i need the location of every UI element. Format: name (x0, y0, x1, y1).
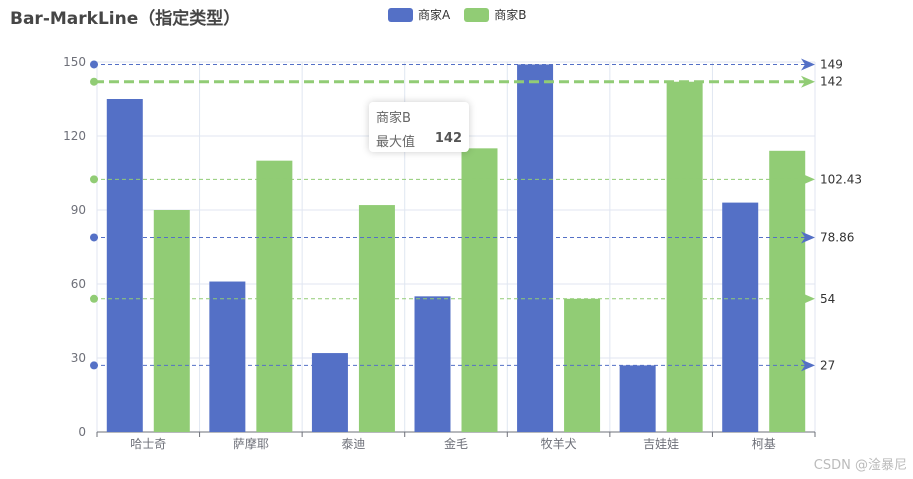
mark-line-label: 54 (820, 292, 835, 306)
bar-series-a[interactable] (414, 296, 451, 432)
x-tick-label: 哈士奇 (130, 437, 166, 451)
bar-series-a[interactable] (722, 202, 759, 432)
mark-line-arrow (801, 173, 815, 186)
mark-line-arrow (801, 231, 815, 244)
y-tick-label: 150 (63, 55, 86, 69)
tooltip-series-name: 商家B (376, 111, 411, 126)
legend-item-series-b[interactable]: 商家B (464, 6, 526, 23)
mark-line-label: 149 (820, 57, 843, 71)
bar-series-a[interactable] (517, 64, 554, 432)
watermark: CSDN @淦暴尼 (813, 458, 907, 473)
tooltip-value: 142 (434, 131, 462, 146)
tooltip: 商家B 最大值 142 (369, 102, 469, 152)
legend: 商家A 商家B (388, 6, 526, 23)
y-tick-label: 0 (78, 425, 86, 439)
bar-series-b[interactable] (256, 160, 293, 432)
mark-line-start-symbol (90, 294, 98, 303)
legend-swatch-series-a (388, 7, 413, 22)
mark-line-start-symbol (90, 175, 98, 184)
bar-series-b[interactable] (153, 210, 190, 432)
bar-series-b[interactable] (769, 150, 806, 433)
x-tick-label: 金毛 (444, 436, 468, 451)
legend-item-series-a[interactable]: 商家A (388, 6, 450, 23)
mark-line-label: 27 (820, 358, 835, 372)
chart-title: Bar-MarkLine（指定类型） (10, 9, 241, 29)
mark-line-label: 102.43 (820, 172, 862, 186)
bar-series-a[interactable] (619, 365, 656, 432)
mark-line-start-symbol (90, 60, 98, 69)
x-tick-label: 牧羊犬 (541, 436, 577, 451)
bar-series-a[interactable] (311, 353, 348, 432)
mark-line-start-symbol (90, 361, 98, 370)
bar-series-b[interactable] (666, 81, 703, 432)
y-tick-label: 90 (71, 203, 86, 217)
mark-line-start-symbol (90, 233, 98, 242)
y-tick-label: 60 (71, 277, 86, 291)
mark-line-arrow (801, 75, 815, 88)
mark-line-label: 78.86 (820, 230, 854, 244)
x-tick-label: 萨摩耶 (233, 436, 269, 451)
tooltip-label: 最大值 (376, 135, 416, 150)
legend-swatch-series-b (464, 7, 490, 22)
mark-line-arrow (801, 292, 815, 305)
mark-line-arrow (801, 359, 815, 372)
bar-series-a[interactable] (106, 99, 143, 432)
y-tick-label: 30 (71, 351, 86, 365)
mark-line-arrow (801, 58, 815, 71)
bar-series-a[interactable] (209, 281, 246, 432)
bar-series-b[interactable] (358, 205, 395, 432)
x-tick-label: 柯基 (752, 437, 776, 451)
x-tick-label: 泰迪 (341, 437, 365, 451)
legend-label-series-b: 商家B (494, 8, 527, 22)
bar-series-b[interactable] (461, 148, 498, 433)
mark-line-label: 142 (820, 75, 843, 89)
x-tick-label: 吉娃娃 (643, 437, 679, 451)
legend-label-series-a: 商家A (418, 8, 451, 22)
y-tick-label: 120 (63, 129, 86, 143)
tooltip-row: 最大值 142 (376, 131, 462, 150)
mark-line-start-symbol (90, 77, 98, 86)
